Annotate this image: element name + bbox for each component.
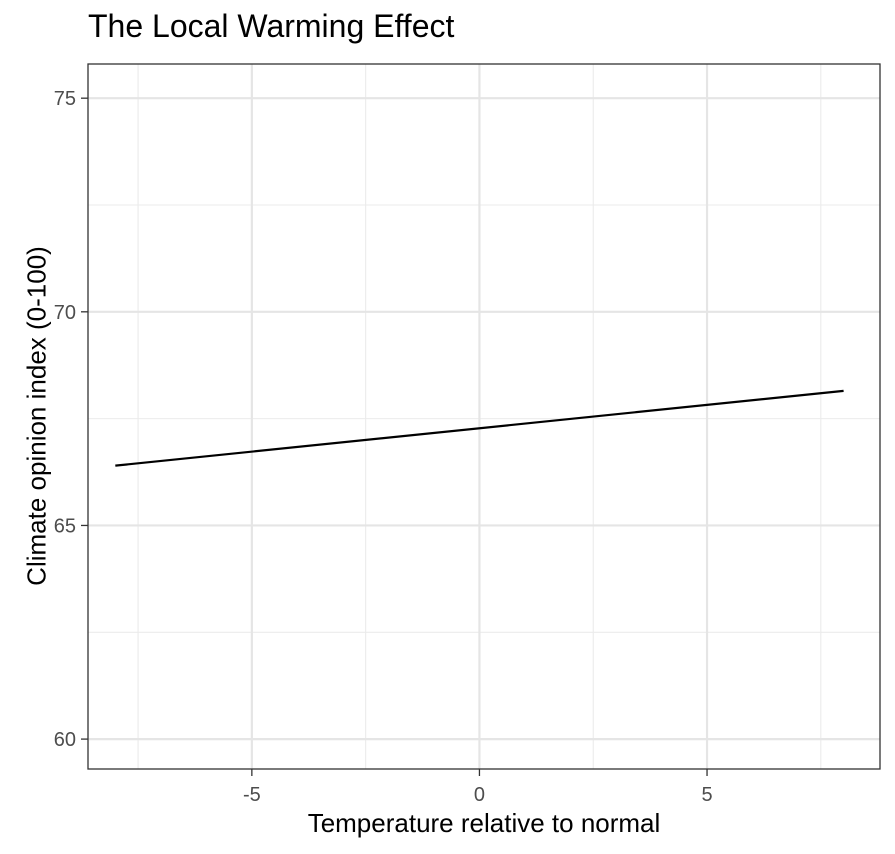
x-axis-label: Temperature relative to normal xyxy=(307,808,661,838)
series-line-1 xyxy=(115,389,844,467)
y-tick-label: 75 xyxy=(54,88,76,110)
y-tick-label: 70 xyxy=(54,302,76,324)
y-tick-label: 65 xyxy=(54,515,76,537)
major-gridlines xyxy=(88,64,880,769)
minor-gridlines xyxy=(88,64,880,769)
x-tick-label: 5 xyxy=(701,784,712,806)
tick-labels: -5 0 5 60 65 70 75 xyxy=(54,88,713,806)
plot-panel-border xyxy=(87,63,881,770)
y-tick-label: 60 xyxy=(54,729,76,751)
x-tick-label: 0 xyxy=(474,784,485,806)
y-axis-label: Climate opinion index (0-100) xyxy=(21,246,52,586)
axis-ticks xyxy=(81,97,708,776)
chart-title: The Local Warming Effect xyxy=(88,8,455,44)
x-tick-label: -5 xyxy=(243,784,261,806)
series-layer xyxy=(115,389,844,467)
